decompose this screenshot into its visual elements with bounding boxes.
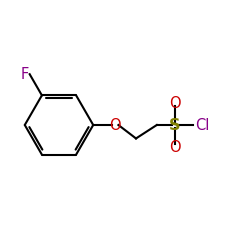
Text: O: O: [169, 96, 181, 110]
Text: O: O: [169, 140, 181, 154]
Text: O: O: [110, 118, 121, 132]
Text: F: F: [20, 67, 28, 82]
Text: S: S: [169, 118, 181, 132]
Text: Cl: Cl: [195, 118, 209, 132]
